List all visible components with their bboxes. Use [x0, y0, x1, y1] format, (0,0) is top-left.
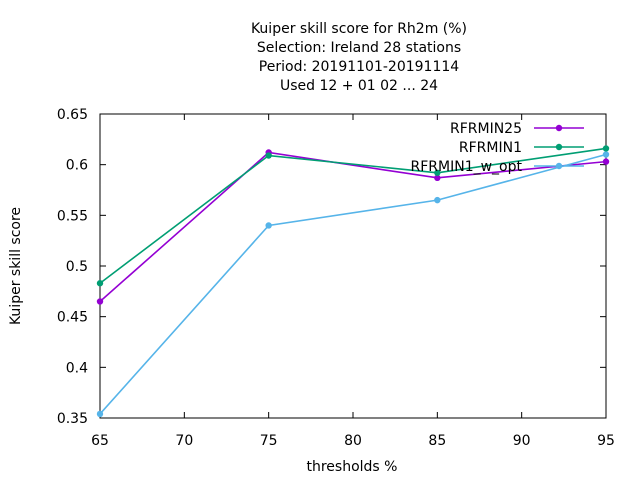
series-3: [96, 151, 610, 418]
series-group: [96, 145, 610, 418]
legend-swatch-point: [555, 143, 563, 151]
x-tick-label: 95: [597, 433, 615, 449]
data-point: [434, 169, 441, 176]
x-tick-label: 70: [175, 433, 193, 449]
data-point: [265, 152, 272, 159]
data-point: [434, 196, 441, 204]
data-point: [434, 174, 441, 182]
title-line-1: Kuiper skill score for Rh2m (%): [251, 21, 467, 37]
y-tick-label: 0.35: [57, 411, 88, 427]
x-tick-label: 90: [513, 433, 531, 449]
title-line-2: Selection: Ireland 28 stations: [257, 40, 461, 56]
series-line: [99, 151, 607, 303]
series-line: [99, 153, 607, 415]
title-line-3: Period: 20191101-20191114: [259, 59, 459, 75]
legend: RFRMIN25 RFRMIN1 RFRMIN1_w_opt: [411, 121, 584, 175]
data-point: [602, 145, 610, 152]
title-line-4: Used 12 + 01 02 ... 24: [280, 78, 438, 94]
legend-label: RFRMIN25: [450, 121, 522, 137]
x-tick-label: 80: [344, 433, 362, 449]
chart-title: Kuiper skill score for Rh2m (%) Selectio…: [251, 21, 467, 94]
y-axis-label: Kuiper skill score: [8, 207, 24, 325]
data-point: [602, 151, 610, 158]
legend-swatch-point: [555, 124, 563, 132]
y-tick-label: 0.6: [66, 158, 88, 174]
data-point: [602, 158, 610, 165]
y-tick-label: 0.5: [66, 259, 88, 275]
x-tick-label: 85: [428, 433, 446, 449]
y-tick-label: 0.55: [57, 208, 88, 224]
legend-label: RFRMIN1_w_opt: [411, 159, 523, 175]
y-tick-label: 0.4: [66, 360, 88, 376]
x-tick-label: 75: [260, 433, 278, 449]
legend-swatch-point: [555, 162, 563, 170]
data-point: [96, 410, 104, 418]
data-point: [96, 298, 104, 305]
series-line: [99, 147, 607, 284]
series-2: [96, 145, 610, 287]
y-tick-label: 0.45: [57, 310, 88, 326]
y-axis: 0.35 0.4 0.45 0.5 0.55 0.6 0.65: [57, 107, 606, 427]
x-tick-label: 65: [91, 433, 109, 449]
x-axis-label: thresholds %: [307, 459, 398, 475]
y-tick-label: 0.65: [57, 107, 88, 123]
x-axis: 65 70 75 80 85 90 95: [91, 114, 615, 449]
data-point: [96, 280, 104, 287]
data-point: [265, 222, 272, 229]
legend-label: RFRMIN1: [459, 140, 522, 156]
